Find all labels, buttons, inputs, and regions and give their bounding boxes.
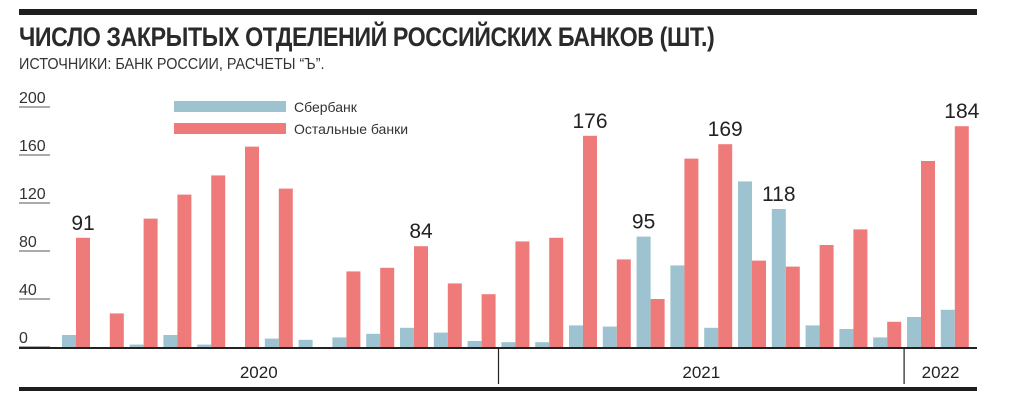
bar-sberbank bbox=[873, 337, 888, 347]
legend-label: Остальные банки bbox=[294, 121, 408, 137]
bar-sberbank bbox=[264, 338, 279, 347]
bar-sberbank bbox=[839, 329, 854, 347]
data-label: 91 bbox=[71, 212, 94, 235]
bar-sberbank bbox=[535, 342, 550, 347]
data-labels: 91 84 176 95 169 118 184 bbox=[71, 100, 979, 243]
bar-sberbank bbox=[602, 326, 617, 347]
bars bbox=[62, 126, 969, 347]
bottom-rule bbox=[19, 387, 977, 391]
bar-sberbank bbox=[501, 342, 516, 347]
y-tick-label: 120 bbox=[19, 186, 46, 203]
bar-other-banks bbox=[650, 299, 665, 347]
bar-other-banks bbox=[346, 271, 361, 347]
bar-sberbank bbox=[636, 236, 651, 347]
year-label: 2022 bbox=[922, 363, 960, 382]
y-tick-label: 0 bbox=[19, 330, 28, 347]
x-axis: 2020 2021 2022 bbox=[19, 347, 977, 384]
data-label: 84 bbox=[409, 220, 433, 243]
bar-sberbank bbox=[940, 309, 955, 347]
bar-sberbank bbox=[738, 181, 752, 347]
data-label: 169 bbox=[708, 118, 743, 141]
data-label: 176 bbox=[572, 110, 607, 133]
y-tick-label: 200 bbox=[19, 90, 46, 107]
bar-other-banks bbox=[887, 321, 902, 347]
bar-other-banks bbox=[177, 194, 192, 347]
bar-other-banks bbox=[954, 126, 969, 347]
bar-other-banks bbox=[109, 313, 124, 347]
bar-sberbank bbox=[400, 327, 414, 347]
top-rule bbox=[19, 9, 977, 15]
y-tick-label: 80 bbox=[19, 234, 37, 251]
bar-sberbank bbox=[467, 341, 482, 347]
bar-sberbank bbox=[298, 339, 313, 347]
bar-other-banks bbox=[76, 237, 90, 347]
chart-title: ЧИСЛО ЗАКРЫТЫХ ОТДЕЛЕНИЙ РОССИЙСКИХ БАНК… bbox=[19, 22, 715, 52]
y-tick-label: 40 bbox=[19, 282, 37, 299]
bar-other-banks bbox=[752, 260, 766, 347]
bar-other-banks bbox=[583, 135, 597, 347]
legend-swatch-other-banks bbox=[174, 123, 286, 134]
bar-sberbank bbox=[805, 325, 820, 347]
legend: Сбербанк Остальные банки bbox=[174, 99, 408, 137]
bar-other-banks bbox=[278, 188, 293, 347]
bar-sberbank bbox=[62, 335, 76, 347]
bar-other-banks bbox=[143, 218, 158, 347]
bar-other-banks bbox=[549, 237, 564, 347]
data-label: 95 bbox=[632, 211, 655, 234]
bar-sberbank bbox=[771, 209, 786, 347]
bar-other-banks bbox=[819, 245, 834, 347]
y-axis: 0 40 80 120 160 200 bbox=[19, 90, 50, 348]
bar-other-banks bbox=[718, 144, 733, 347]
year-label: 2020 bbox=[240, 363, 278, 382]
bar-other-banks bbox=[481, 294, 496, 347]
legend-swatch-sberbank bbox=[174, 101, 286, 112]
bar-sberbank bbox=[197, 344, 212, 347]
bar-other-banks bbox=[380, 267, 395, 347]
bar-other-banks bbox=[447, 283, 462, 347]
bar-sberbank bbox=[433, 332, 448, 347]
chart-source: ИСТОЧНИКИ: БАНК РОССИИ, РАСЧЕТЫ “Ъ”. bbox=[19, 56, 325, 73]
bar-sberbank bbox=[907, 317, 921, 347]
bar-other-banks bbox=[785, 266, 800, 347]
bar-sberbank bbox=[129, 344, 144, 347]
bar-other-banks bbox=[515, 241, 530, 347]
bar-sberbank bbox=[569, 325, 583, 347]
bar-sberbank bbox=[704, 327, 719, 347]
bar-other-banks bbox=[853, 229, 868, 347]
bar-other-banks bbox=[616, 259, 631, 347]
bar-sberbank bbox=[163, 335, 178, 347]
data-label: 118 bbox=[762, 183, 795, 206]
bar-other-banks bbox=[414, 246, 428, 347]
legend-label: Сбербанк bbox=[294, 99, 358, 115]
bar-sberbank bbox=[670, 265, 685, 347]
y-tick-label: 160 bbox=[19, 138, 46, 155]
bar-other-banks bbox=[684, 158, 699, 347]
bar-sberbank bbox=[366, 333, 381, 347]
bar-other-banks bbox=[211, 175, 226, 347]
bar-sberbank bbox=[332, 337, 347, 347]
data-label: 184 bbox=[944, 100, 979, 123]
bar-other-banks bbox=[921, 161, 935, 347]
year-label: 2021 bbox=[682, 363, 720, 382]
bar-other-banks bbox=[245, 146, 259, 347]
